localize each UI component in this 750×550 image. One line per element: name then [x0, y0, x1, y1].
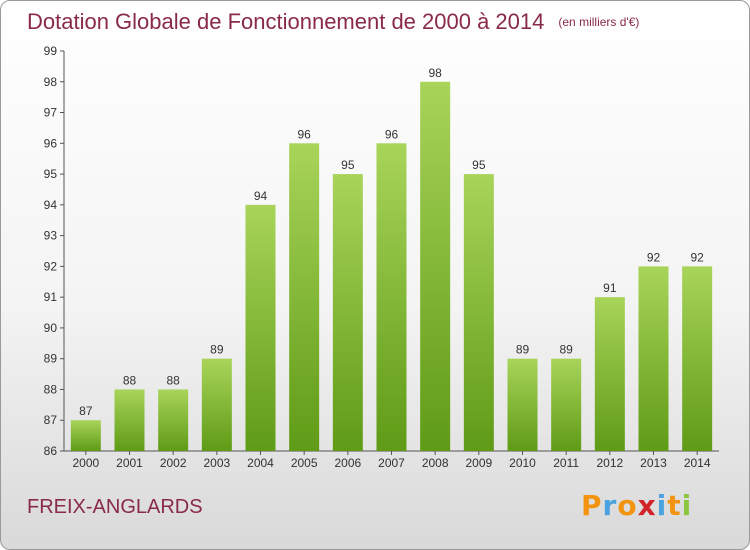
- bar: [114, 389, 145, 451]
- logo-letter: i: [681, 489, 693, 522]
- logo-letter: P: [581, 489, 603, 522]
- commune-name: FREIX-ANGLARDS: [27, 496, 203, 518]
- x-tick-label: 2009: [465, 456, 492, 470]
- chart-title-text: Dotation Globale de Fonctionnement de 20…: [27, 9, 545, 34]
- bar: [551, 358, 582, 451]
- x-tick-label: 2003: [203, 456, 230, 470]
- bar-value-label: 92: [647, 250, 661, 264]
- y-tick-label: 93: [44, 229, 58, 243]
- bar-value-label: 95: [341, 158, 355, 172]
- x-tick-label: 2006: [334, 456, 361, 470]
- logo-letter: x: [637, 489, 657, 522]
- y-tick-label: 96: [44, 136, 58, 150]
- y-tick-label: 95: [44, 167, 58, 181]
- proxiti-logo: Proxiti: [581, 489, 692, 522]
- x-tick-label: 2008: [422, 456, 449, 470]
- bar: [332, 174, 363, 452]
- bar-value-label: 89: [516, 343, 530, 357]
- y-tick-label: 90: [44, 321, 58, 335]
- chart-title: Dotation Globale de Fonctionnement de 20…: [27, 9, 639, 35]
- x-tick-label: 2007: [378, 456, 405, 470]
- bar: [420, 81, 451, 452]
- unit-note: (en milliers d'€): [558, 15, 640, 29]
- x-tick-label: 2004: [247, 456, 274, 470]
- bar: [245, 204, 276, 451]
- bar-value-label: 89: [210, 343, 224, 357]
- bar-value-label: 87: [79, 404, 93, 418]
- bar-value-label: 96: [385, 127, 399, 141]
- y-tick-label: 91: [44, 290, 58, 304]
- y-tick-label: 88: [44, 382, 58, 396]
- y-tick-label: 87: [44, 413, 58, 427]
- x-tick-label: 2011: [553, 456, 579, 470]
- x-tick-label: 2014: [684, 456, 711, 470]
- bar: [682, 266, 713, 451]
- bar: [70, 420, 101, 451]
- bar: [638, 266, 669, 451]
- x-tick-label: 2002: [160, 456, 187, 470]
- bar: [201, 358, 232, 451]
- logo-letter: t: [667, 489, 682, 522]
- logo-letter: i: [656, 489, 668, 522]
- logo-letter: r: [602, 489, 618, 522]
- y-tick-label: 86: [44, 444, 58, 458]
- bar: [376, 143, 407, 452]
- x-tick-label: 2001: [116, 456, 143, 470]
- bar-value-label: 98: [428, 66, 442, 80]
- bar-value-label: 95: [472, 158, 486, 172]
- bar-value-label: 89: [559, 343, 573, 357]
- bar-value-label: 88: [166, 373, 180, 387]
- bar-value-label: 88: [123, 373, 137, 387]
- bar: [594, 297, 625, 451]
- y-tick-label: 92: [44, 259, 58, 273]
- y-tick-label: 98: [44, 75, 58, 89]
- y-tick-label: 99: [44, 44, 58, 58]
- bar-value-label: 96: [297, 127, 311, 141]
- bar: [507, 358, 538, 451]
- y-tick-label: 89: [44, 352, 58, 366]
- bar: [158, 389, 189, 451]
- bar-value-label: 91: [603, 281, 617, 295]
- y-tick-label: 94: [44, 198, 58, 212]
- y-tick-label: 97: [44, 106, 58, 120]
- x-tick-label: 2012: [596, 456, 623, 470]
- bar: [289, 143, 320, 452]
- x-tick-label: 2005: [291, 456, 318, 470]
- bar-value-label: 92: [690, 250, 704, 264]
- bar-value-label: 94: [254, 189, 268, 203]
- bar-chart: 86 87 88 89 90 91 92 93 94 95 96 97 98 99 87 2000 88 2001…: [44, 44, 719, 470]
- logo-letter: o: [617, 489, 638, 522]
- x-tick-label: 2010: [509, 456, 536, 470]
- bar: [463, 174, 494, 452]
- x-tick-label: 2013: [640, 456, 667, 470]
- x-tick-label: 2000: [72, 456, 99, 470]
